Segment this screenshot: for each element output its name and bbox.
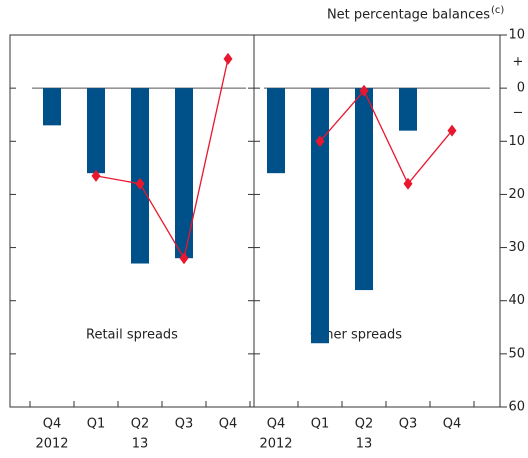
bar: [87, 88, 105, 174]
y-tick-label: 10: [508, 28, 525, 43]
y-axis-label-note: (c): [491, 5, 504, 16]
bar: [355, 88, 373, 291]
x-tick-label: Q4: [43, 417, 62, 432]
y-tick-label: 10: [508, 134, 525, 149]
y-axis-label: Net percentage balances: [327, 8, 490, 23]
marker: [315, 135, 325, 148]
x-group-label: 13: [356, 437, 373, 452]
y-tick-label: 0: [517, 81, 525, 96]
x-tick-label: Q2: [355, 417, 374, 432]
panel-title: Retail spreads: [86, 328, 178, 343]
x-tick-label: Q3: [399, 417, 418, 432]
marker: [359, 84, 369, 97]
y-tick-label: 40: [508, 293, 525, 308]
x-group-label: 2012: [259, 437, 292, 452]
x-tick-label: Q2: [131, 417, 150, 432]
bar: [43, 88, 61, 126]
x-tick-label: Q1: [87, 417, 106, 432]
marker: [91, 169, 101, 182]
sign-label: −: [513, 106, 524, 121]
x-group-label: 2012: [35, 437, 68, 452]
y-tick-label: 20: [508, 187, 525, 202]
plot-frame: [9, 34, 501, 408]
marker: [223, 52, 233, 65]
bar: [267, 88, 285, 174]
sign-label: +: [513, 55, 524, 70]
marker: [135, 177, 145, 190]
bar: [311, 88, 329, 344]
panel-title: Other spreads: [310, 328, 402, 343]
bar: [399, 88, 417, 131]
line: [95, 58, 229, 260]
x-tick-label: Q4: [267, 417, 286, 432]
x-group-label: 13: [132, 437, 149, 452]
y-tick-label: 30: [508, 240, 525, 255]
bar: [131, 88, 149, 264]
x-tick-label: Q4: [219, 417, 238, 432]
y-tick-label: 50: [508, 346, 525, 361]
marker: [179, 252, 189, 265]
y-tick-label: 60: [508, 400, 525, 415]
marker: [403, 177, 413, 190]
line: [319, 89, 453, 186]
x-tick-label: Q3: [175, 417, 194, 432]
bar: [175, 88, 193, 259]
x-tick-label: Q1: [311, 417, 330, 432]
x-tick-label: Q4: [443, 417, 462, 432]
marker: [447, 124, 457, 137]
